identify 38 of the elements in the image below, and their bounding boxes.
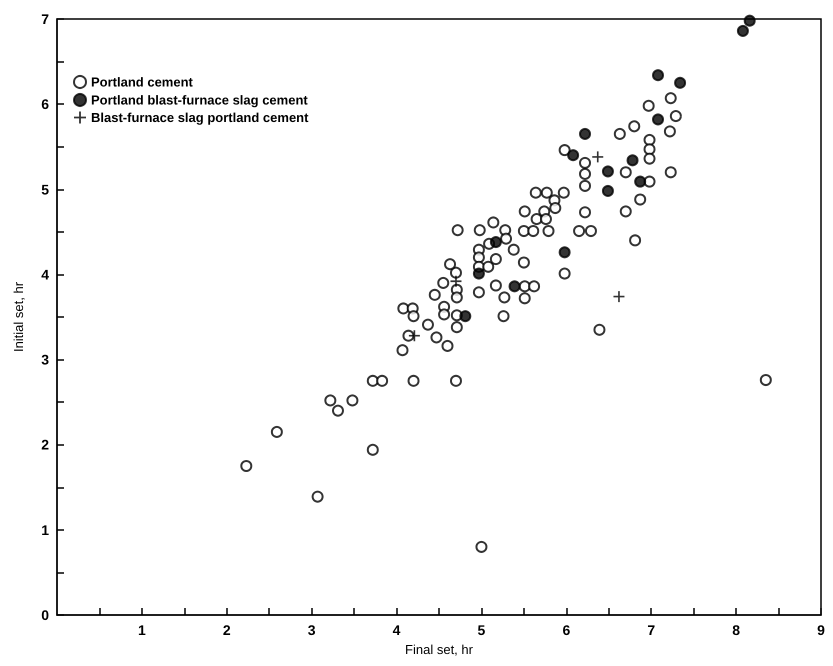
x-tick-label: 9 xyxy=(817,622,826,638)
point xyxy=(652,69,664,82)
point xyxy=(508,280,521,292)
x-tick-label: 1 xyxy=(138,622,146,638)
point xyxy=(579,128,592,140)
x-tick-label: 2 xyxy=(222,622,231,638)
point xyxy=(626,154,639,166)
point xyxy=(744,14,756,27)
y-tick-label: 0 xyxy=(41,607,50,623)
y-axis-title: Initial set, hr xyxy=(11,281,26,352)
y-tick-label: 7 xyxy=(41,11,50,27)
point xyxy=(567,149,580,162)
point xyxy=(613,291,624,302)
legend-label: Portland cement xyxy=(91,74,194,90)
y-tick-label: 2 xyxy=(41,436,50,453)
x-tick-label: 6 xyxy=(562,622,570,638)
point xyxy=(736,24,749,37)
point xyxy=(674,76,686,89)
x-tick-label: 4 xyxy=(392,622,401,638)
y-tick-label: 5 xyxy=(41,181,50,198)
point xyxy=(459,310,472,322)
x-tick-label: 5 xyxy=(478,622,486,638)
legend-label: Portland blast-furnace slag cement xyxy=(91,92,308,108)
point xyxy=(602,165,614,178)
x-tick-label: 7 xyxy=(647,622,656,638)
point xyxy=(602,184,614,197)
point xyxy=(592,151,604,162)
y-tick-label: 3 xyxy=(41,352,50,368)
point xyxy=(634,176,646,188)
point xyxy=(652,113,664,126)
y-tick-label: 6 xyxy=(41,96,50,112)
x-tick-label: 3 xyxy=(308,622,316,638)
x-axis-title: Final set, hr xyxy=(405,642,474,657)
y-tick-label: 4 xyxy=(41,266,50,282)
x-tick-label: 8 xyxy=(732,622,740,638)
legend-label: Blast-furnace slag portland cement xyxy=(91,110,310,125)
point xyxy=(558,246,571,258)
y-tick-label: 1 xyxy=(41,522,50,538)
